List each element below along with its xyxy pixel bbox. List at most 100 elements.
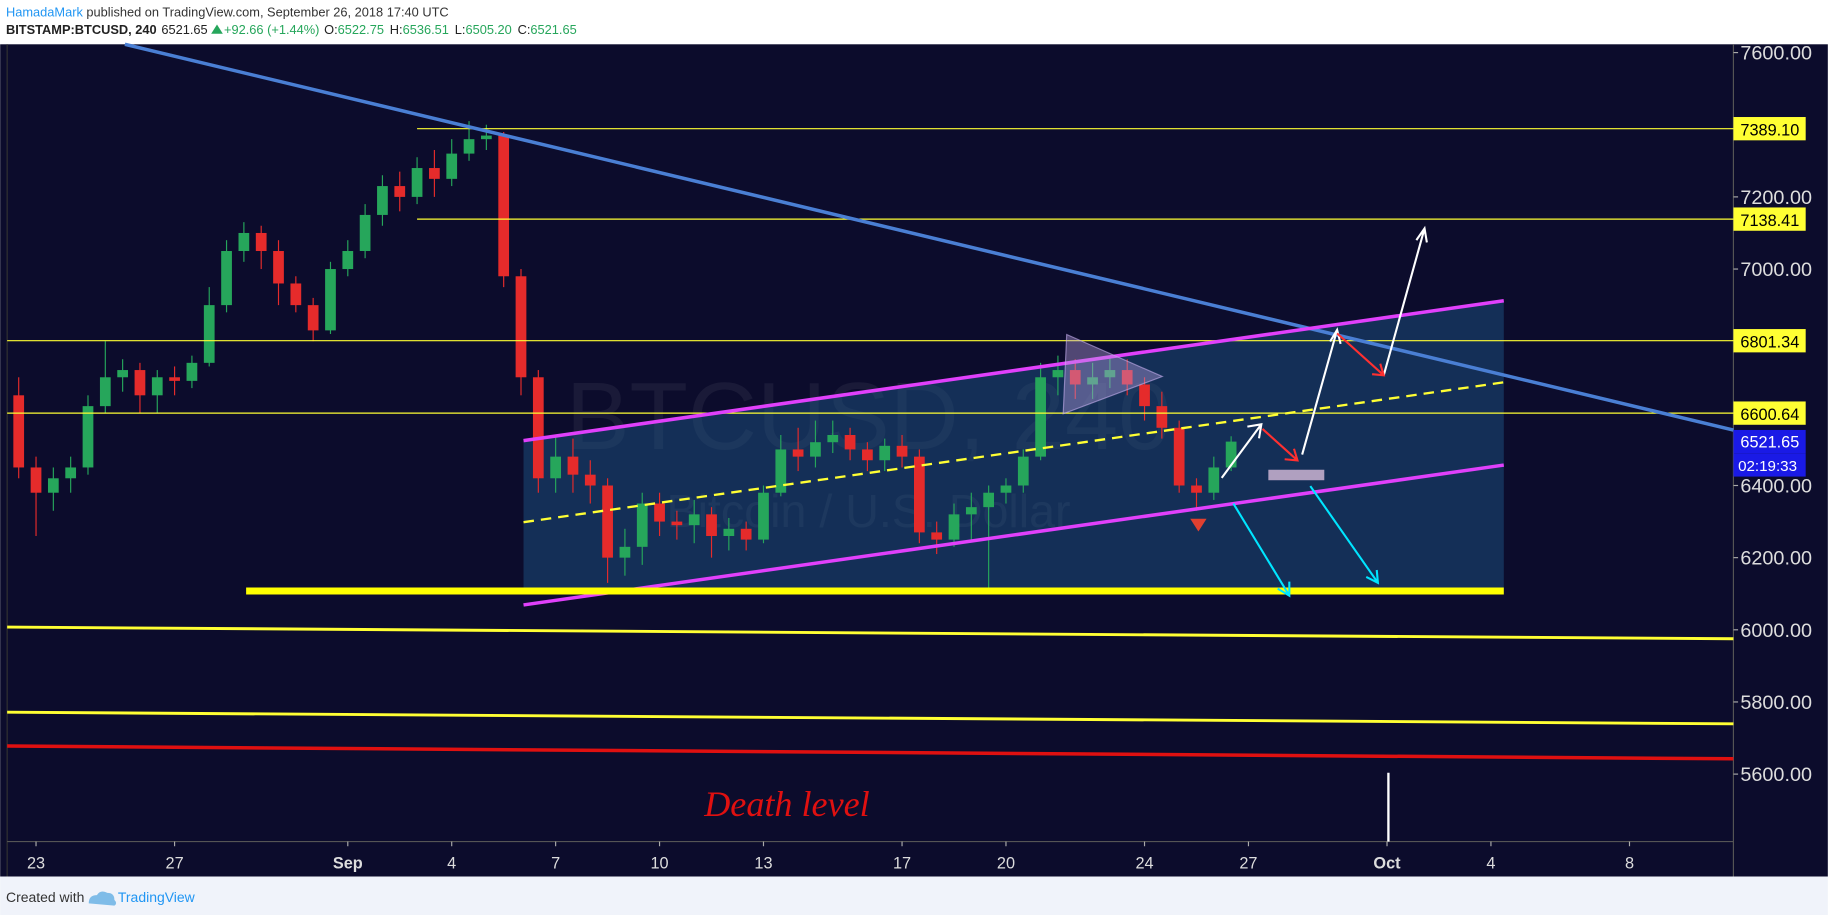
level-label: 6801.34 (1740, 334, 1799, 352)
triangle (1062, 333, 1164, 415)
candle-body (117, 370, 128, 378)
candle-body (99, 377, 111, 407)
candle-body (255, 232, 267, 252)
arrow (1382, 225, 1428, 376)
candle-body (602, 485, 613, 558)
candle-body (151, 377, 163, 396)
level-tag (1733, 117, 1806, 141)
yellow-line (7, 625, 1734, 641)
candle-body (896, 445, 908, 457)
candle-body (169, 377, 180, 381)
channel-mid (523, 381, 1504, 524)
logo (88, 891, 117, 906)
candle-body (65, 467, 77, 479)
ohlc-key: H: (390, 22, 403, 37)
candle-body (706, 514, 717, 537)
candle-body (221, 251, 232, 306)
arrow (1261, 428, 1299, 462)
countdown: 02:19:33 (1738, 458, 1797, 475)
candle-body (1035, 377, 1046, 457)
candle-body (290, 283, 302, 306)
candle-body (203, 305, 215, 363)
arrow (1220, 423, 1263, 479)
x-tick-label: Oct (1373, 854, 1401, 872)
header-bg (0, 0, 1828, 45)
level-tag (1733, 401, 1806, 425)
candle-body (879, 445, 891, 461)
candle-body (810, 442, 821, 457)
legend-line: BITSTAMP:BTCUSD, 240 6521.65 +92.66 (+1.44… (6, 22, 577, 37)
candle-body (965, 507, 977, 515)
y-tick-label: 5600.00 (1740, 764, 1812, 786)
level-tag (1733, 207, 1806, 231)
last: 6521.65 (161, 22, 207, 37)
footer-created: Created with (6, 889, 84, 905)
up-arrow (211, 24, 223, 34)
candle-body (983, 492, 995, 508)
footer-brand: TradingView (118, 889, 196, 905)
candle-body (844, 434, 856, 450)
candle-body (948, 514, 960, 540)
x-tick-label: 4 (1486, 854, 1495, 872)
x-tick-label: 20 (997, 854, 1015, 872)
candle-body (47, 478, 59, 493)
candle-body (13, 395, 25, 468)
candle-body (359, 214, 371, 252)
candle-body (1121, 370, 1133, 385)
candle-body (1191, 485, 1202, 493)
yellow-line (7, 710, 1734, 726)
candle-body (1139, 384, 1150, 407)
candle-body (654, 503, 665, 522)
candle-body (429, 168, 440, 179)
channel-top (523, 298, 1505, 443)
y-tick-label: 7600.00 (1740, 43, 1812, 65)
level-label: 7138.41 (1740, 212, 1799, 230)
candle-body (30, 467, 42, 493)
candle-body (1017, 456, 1029, 486)
annotation: Death level (703, 784, 869, 824)
candle-body (931, 532, 943, 540)
candle-body (758, 492, 769, 540)
candle-body (307, 305, 319, 331)
ohlc-key: C: (518, 22, 531, 37)
ohlc-key: L: (455, 22, 466, 37)
channel-bottom (523, 463, 1505, 607)
candle-body (273, 251, 284, 284)
trend-line (124, 42, 1734, 432)
ohlc: O:6522.75 H:6536.51 L:6505.20 C:6521.65 (324, 22, 577, 37)
ohlc-value: 6521.65 (530, 22, 576, 37)
candle-body (1156, 406, 1168, 428)
x-tick-label: 23 (27, 854, 45, 872)
symbol: BITSTAMP:BTCUSD, 240 (6, 22, 157, 37)
x-tick-label: 10 (650, 854, 668, 872)
candle-body (862, 449, 873, 461)
candle-body (411, 168, 423, 197)
candle-body (463, 139, 475, 154)
x-tick-label: Sep (333, 854, 363, 872)
candle-body (515, 276, 527, 378)
y-tick-label: 5800.00 (1740, 692, 1812, 714)
x-tick-label: 27 (166, 854, 184, 872)
candle-body (913, 456, 925, 533)
arrows (1220, 225, 1428, 598)
candle-body (134, 370, 146, 396)
candle-body (1052, 370, 1064, 378)
x-tick-label: 8 (1625, 854, 1634, 872)
x-tick-label: 24 (1135, 854, 1153, 872)
candle-body (567, 456, 579, 475)
x-tick-label: 13 (754, 854, 772, 872)
candle-body (480, 135, 492, 140)
candle-body (619, 546, 631, 558)
candle-body (532, 377, 544, 479)
ohlc-value: 6522.75 (338, 22, 384, 37)
candle-body (82, 406, 94, 468)
candle-body (723, 528, 735, 537)
candle-body (325, 269, 336, 331)
change: +92.66 (+1.44%) (224, 22, 319, 37)
arrow (1336, 332, 1386, 377)
published: published on TradingView.com, September … (86, 4, 448, 19)
candle-body (688, 514, 700, 526)
header-line: HamadaMark published on TradingView.com, … (6, 4, 449, 19)
levels (7, 128, 1734, 414)
last-price-label: 6521.65 (1740, 433, 1799, 451)
